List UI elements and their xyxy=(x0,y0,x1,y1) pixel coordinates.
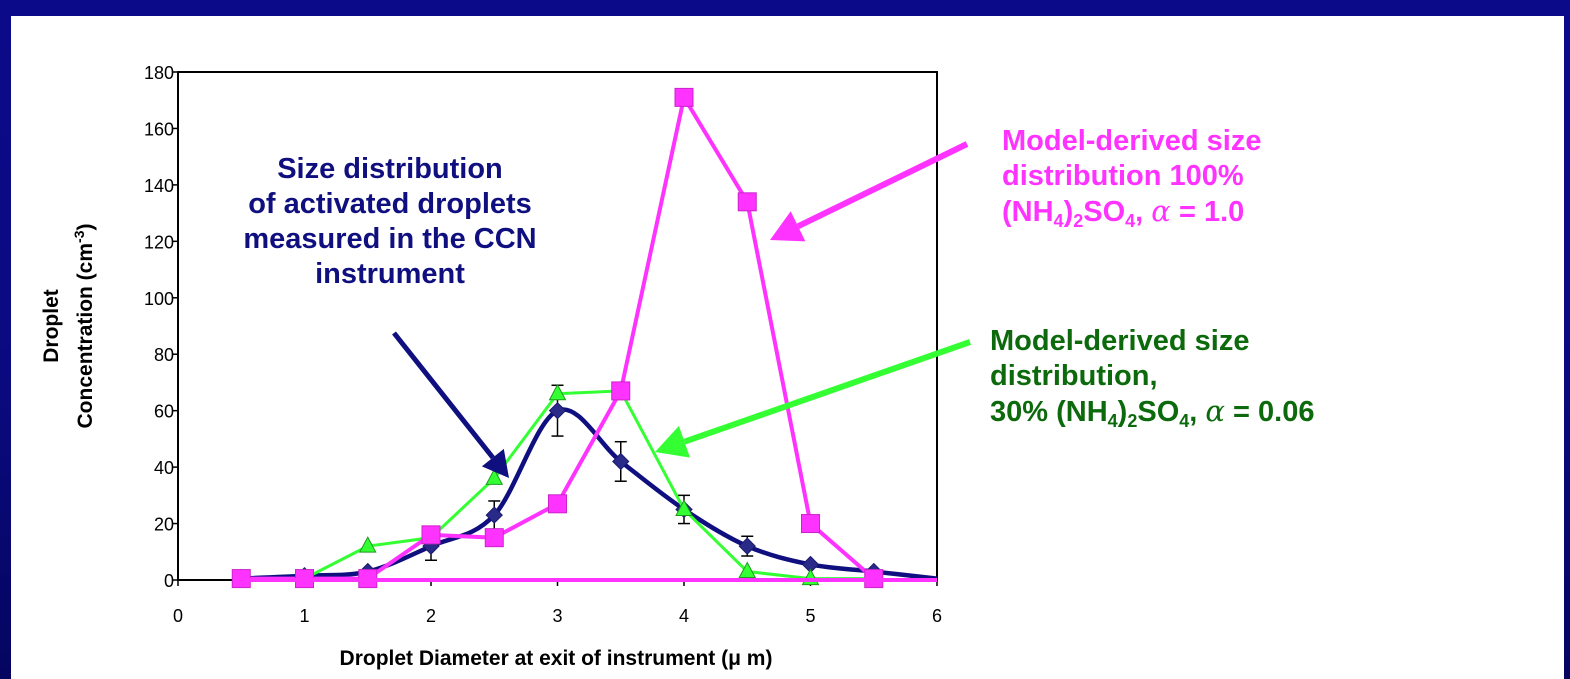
y-tick-label: 160 xyxy=(144,119,174,139)
y-tick-label: 0 xyxy=(164,571,174,591)
arrow-head xyxy=(481,448,509,478)
magenta-point xyxy=(674,87,694,107)
x-tick-label: 2 xyxy=(426,606,436,626)
green-point xyxy=(358,536,377,553)
measured-point xyxy=(738,537,756,555)
y-tick-label: 60 xyxy=(154,402,174,422)
y-tick-label: 140 xyxy=(144,176,174,196)
x-tick-label: 3 xyxy=(552,606,562,626)
magenta-point xyxy=(548,494,567,514)
arrow-head xyxy=(770,211,806,242)
green-annotation-line1: Model-derived size xyxy=(990,325,1250,357)
measured-point xyxy=(612,452,630,471)
magenta-annotation-line2: distribution 100% xyxy=(1002,160,1244,192)
slide-panel xyxy=(11,16,1564,679)
measured-point xyxy=(485,506,503,524)
arrow-shaft xyxy=(683,339,971,445)
measured-arrow xyxy=(392,331,509,478)
green-annotation-line2: distribution, xyxy=(990,360,1158,392)
measured-annotation-line: measured in the CCN xyxy=(243,223,537,255)
measured-series-line xyxy=(241,407,938,581)
y-axis-label-line2: Concentration (cm-3) xyxy=(71,224,97,429)
y-axis-label-line1: Droplet xyxy=(40,289,63,363)
arrow-shaft xyxy=(796,141,969,230)
magenta-point xyxy=(484,528,504,548)
y-tick-label: 20 xyxy=(154,515,174,535)
green-point xyxy=(675,499,693,516)
x-tick-label: 4 xyxy=(679,606,689,626)
series-layer xyxy=(231,87,938,589)
measured-annotation-line: Size distribution xyxy=(277,153,503,185)
annotation-arrows xyxy=(392,141,971,478)
y-tick-label: 180 xyxy=(144,63,174,83)
alpha-symbol: α xyxy=(1151,194,1171,228)
measured-point xyxy=(548,401,567,420)
measured-annotation-line: of activated droplets xyxy=(248,188,532,220)
x-tick-label: 0 xyxy=(173,606,183,626)
green-point xyxy=(548,383,567,401)
green-arrow xyxy=(655,339,971,458)
x-tick-label: 1 xyxy=(299,606,309,626)
y-tick-label: 100 xyxy=(144,289,174,309)
alpha-symbol: α xyxy=(1205,394,1225,428)
magenta-point xyxy=(611,381,631,401)
y-tick-label: 40 xyxy=(154,458,174,478)
green-point xyxy=(485,468,504,485)
measured-series-annotation: Size distribution of activated droplets … xyxy=(190,152,590,292)
green-annotation-line3: 30% (NH4)2SO4, α = 0.06 xyxy=(990,394,1315,431)
magenta-annotation-line1: Model-derived size xyxy=(1002,125,1262,157)
x-tick-label: 5 xyxy=(805,606,815,626)
magenta-arrow xyxy=(770,141,969,242)
y-tick-label: 120 xyxy=(144,232,174,252)
magenta-point xyxy=(801,514,820,534)
magenta-annotation-line3: (NH4)2SO4, α = 1.0 xyxy=(1002,194,1245,231)
x-axis-label: Droplet Diameter at exit of instrument (… xyxy=(340,647,773,670)
y-tick-label: 80 xyxy=(154,345,174,365)
arrow-head xyxy=(655,425,690,458)
x-tick-label: 6 xyxy=(932,606,942,626)
green-series-annotation: Model-derived size distribution, 30% (NH… xyxy=(990,324,1315,430)
magenta-series-annotation: Model-derived size distribution 100% (NH… xyxy=(1002,124,1261,230)
arrow-shaft xyxy=(392,331,495,460)
axes: 0 20 40 60 80 100 120 140 160 180 0 1 2 3 4 5 6 xyxy=(144,63,942,626)
magenta-point xyxy=(737,192,757,212)
magenta-point xyxy=(421,525,441,545)
measured-annotation-line: instrument xyxy=(315,258,465,290)
green-point xyxy=(738,561,757,579)
